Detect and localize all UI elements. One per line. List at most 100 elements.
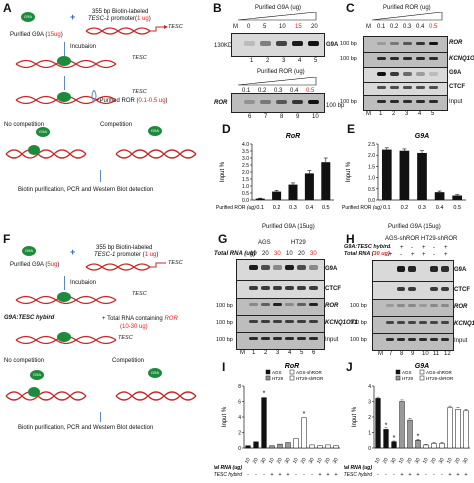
marker-130kd: 130KD — [214, 43, 233, 49]
detection-label: Biotin purification, PCR and Western Blo… — [18, 187, 154, 193]
bar — [325, 444, 331, 449]
bar — [434, 192, 445, 200]
hybrid-sign: + — [444, 245, 448, 251]
total-rna-amount: 30 — [310, 251, 317, 257]
input-band — [285, 337, 294, 340]
ror-gel-g — [236, 298, 325, 316]
plus-sign: + — [70, 12, 76, 22]
g9a-band — [297, 265, 306, 270]
ror-band — [403, 42, 412, 45]
lane-number: 1 — [252, 350, 256, 356]
kcnq1ot1-band — [397, 321, 405, 324]
input-band — [429, 100, 438, 103]
y-tick-label: 6 — [238, 400, 241, 406]
dna-probe-diagram-a — [85, 25, 168, 35]
rna-sign: + — [422, 252, 426, 258]
row-label: CTCF — [454, 287, 470, 293]
bar — [423, 444, 429, 449]
kcnq1ot1-band — [408, 321, 416, 324]
row-label: Input — [454, 338, 468, 344]
ctcf-band — [429, 86, 438, 89]
bar — [399, 401, 405, 449]
hybrid-sign: - — [441, 472, 443, 478]
g9a-blot-g — [236, 259, 325, 281]
bar — [455, 409, 461, 449]
bar — [253, 441, 259, 449]
y-tick-label: 2.5 — [242, 163, 249, 169]
total-rna-amount: 30 — [274, 251, 281, 257]
bar — [272, 191, 282, 200]
bar — [391, 441, 397, 449]
lane-number: 5 — [431, 111, 435, 117]
input-band — [390, 100, 399, 103]
gene-label-tesc: TESC — [168, 24, 183, 30]
kcnq1ot1-band — [386, 321, 394, 324]
chart-title: G9A — [415, 363, 429, 370]
x-tick-label: 10 — [316, 457, 324, 465]
ctcf-band — [403, 86, 412, 89]
hybrid-label: G9A:TESC hybird — [214, 472, 242, 478]
ctcf-blot-c — [363, 82, 448, 96]
legend-swatch — [395, 369, 401, 375]
chart-title: RoR — [285, 363, 299, 370]
marker-100bp: 100 bp — [350, 337, 367, 343]
chart-title: RoR — [286, 133, 300, 140]
ror-band — [261, 303, 270, 306]
ror-band — [309, 303, 318, 306]
hybrid-sign: + — [422, 245, 426, 251]
input-gel-c — [363, 95, 448, 111]
ror-concentration-label: 0.2 — [258, 88, 267, 94]
marker-100bp: 100 bp — [340, 56, 357, 62]
x-tick-label: 0.1 — [256, 205, 264, 211]
lane-number: 6 — [312, 350, 316, 356]
dna-result-diagram-f — [5, 387, 197, 401]
panel-b-header: Purified G9A (ug) — [255, 5, 302, 11]
ror-band — [390, 42, 399, 45]
x-tick-label: 10 — [374, 457, 382, 465]
g9a-band — [261, 265, 270, 270]
marker-100bp: 100 bp — [350, 320, 367, 326]
bar — [381, 149, 392, 200]
x-tick-label: 10 — [244, 457, 252, 465]
bar — [415, 440, 421, 449]
ctcf-band — [273, 286, 282, 290]
g9a-band — [249, 265, 258, 270]
bar — [333, 445, 339, 449]
concentration-label: 15 — [295, 24, 302, 30]
x-axis-label-prefix: Purified ROR — [216, 205, 247, 211]
hybrid-sign: - — [385, 472, 387, 478]
lane-number: M — [378, 351, 383, 357]
legend-swatch — [265, 369, 271, 375]
ror-band — [308, 100, 319, 104]
marker-100bp: 100 bp — [216, 320, 233, 326]
input-band — [377, 100, 386, 103]
panel-label-j: J — [346, 360, 353, 374]
lane-number: 2 — [264, 350, 268, 356]
marker-100bp: 100 bp — [326, 103, 345, 109]
y-tick-label: 0.0 — [368, 198, 375, 204]
gene-label-tesc: TESC — [132, 291, 147, 297]
g9a-band — [430, 266, 438, 272]
panel-label-a: A — [3, 1, 12, 15]
kcnq1ot1-band — [261, 320, 270, 323]
bar — [447, 407, 453, 449]
input-band — [430, 338, 438, 341]
lane-number: 8 — [280, 114, 284, 120]
input-band — [273, 337, 282, 340]
row-label: ROR — [325, 303, 339, 309]
y-tick-label: 4 — [238, 415, 241, 421]
x-tick-label: 10 — [292, 457, 300, 465]
ror-band — [429, 42, 438, 45]
ror-band — [249, 303, 258, 306]
g9a-band — [273, 265, 282, 270]
dna-probe-diagram-f — [85, 262, 166, 271]
g9a-band — [390, 72, 399, 76]
lane-number: 6 — [248, 114, 252, 120]
hybrid-sign: - — [393, 472, 395, 478]
bar — [269, 445, 275, 449]
x-axis-label-prefix: Purified ROR — [342, 205, 373, 211]
lane-number: 11 — [433, 351, 440, 357]
bar — [452, 195, 463, 200]
significance-star: * — [417, 433, 420, 440]
bar — [301, 417, 307, 449]
